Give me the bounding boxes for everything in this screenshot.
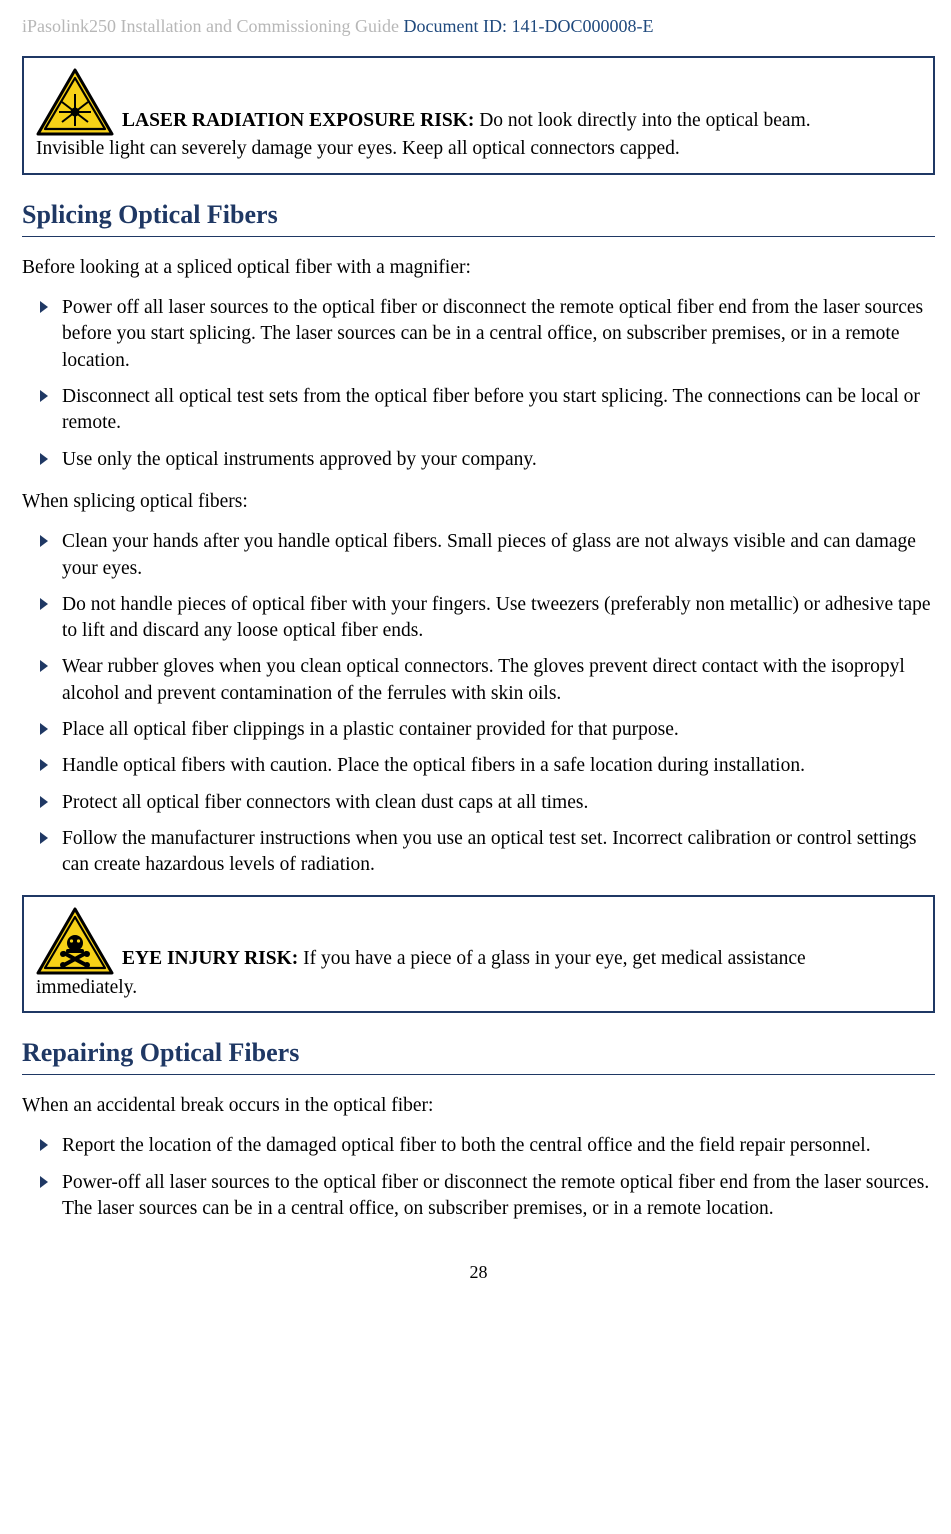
laser-warning-label: LASER RADIATION EXPOSURE RISK:	[122, 110, 474, 131]
list-repairing: Report the location of the damaged optic…	[22, 1133, 935, 1222]
page-header: iPasolink250 Installation and Commission…	[22, 14, 935, 38]
list-item: Disconnect all optical test sets from th…	[40, 384, 935, 437]
laser-warning-text: LASER RADIATION EXPOSURE RISK: Do not lo…	[122, 108, 921, 136]
toxic-hazard-icon	[36, 907, 114, 975]
para-when-splicing: When splicing optical fibers:	[22, 489, 935, 515]
eye-injury-warning-after: If you have a piece of a glass in your e…	[298, 948, 805, 969]
section-splicing-heading: Splicing Optical Fibers	[22, 197, 935, 237]
list-item: Report the location of the damaged optic…	[40, 1133, 935, 1159]
laser-warning-box: LASER RADIATION EXPOSURE RISK: Do not lo…	[22, 56, 935, 174]
list-before-splicing: Power off all laser sources to the optic…	[22, 295, 935, 473]
header-title: iPasolink250 Installation and Commission…	[22, 16, 404, 36]
laser-warning-after: Do not look directly into the optical be…	[474, 110, 810, 131]
section-repairing-heading: Repairing Optical Fibers	[22, 1035, 935, 1075]
list-item: Handle optical fibers with caution. Plac…	[40, 753, 935, 779]
list-item: Power-off all laser sources to the optic…	[40, 1170, 935, 1223]
laser-warning-line2: Invisible light can severely damage your…	[36, 136, 921, 162]
list-item: Wear rubber gloves when you clean optica…	[40, 654, 935, 707]
list-item: Follow the manufacturer instructions whe…	[40, 826, 935, 879]
eye-injury-warning-line2: immediately.	[36, 975, 921, 1001]
page-number: 28	[22, 1260, 935, 1284]
list-item: Place all optical fiber clippings in a p…	[40, 717, 935, 743]
eye-injury-warning-label: EYE INJURY RISK:	[122, 948, 298, 969]
para-before-magnifier: Before looking at a spliced optical fibe…	[22, 255, 935, 281]
list-item: Protect all optical fiber connectors wit…	[40, 790, 935, 816]
list-when-splicing: Clean your hands after you handle optica…	[22, 529, 935, 878]
laser-hazard-icon	[36, 68, 114, 136]
list-item: Power off all laser sources to the optic…	[40, 295, 935, 374]
list-item: Clean your hands after you handle optica…	[40, 529, 935, 582]
eye-injury-warning-box: EYE INJURY RISK: If you have a piece of …	[22, 895, 935, 1013]
list-item: Use only the optical instruments approve…	[40, 447, 935, 473]
header-docid: Document ID: 141-DOC000008-E	[404, 16, 654, 36]
list-item: Do not handle pieces of optical fiber wi…	[40, 592, 935, 645]
para-accidental-break: When an accidental break occurs in the o…	[22, 1093, 935, 1119]
eye-injury-warning-text: EYE INJURY RISK: If you have a piece of …	[122, 946, 921, 974]
